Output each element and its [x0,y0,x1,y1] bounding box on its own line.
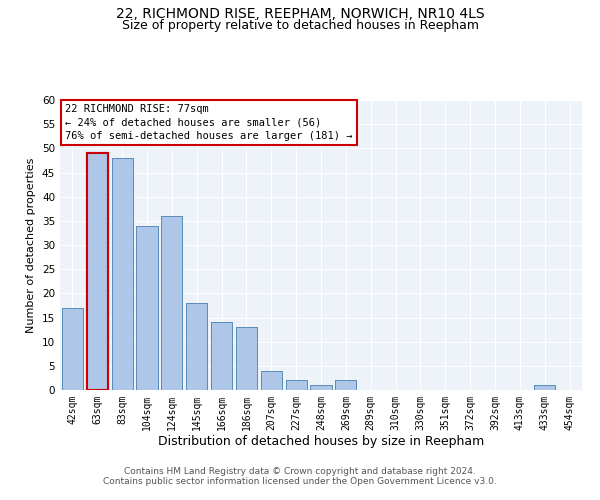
Bar [261,370,282,390]
Bar [161,216,182,390]
Bar [62,308,83,390]
Bar [286,380,307,390]
Bar [534,385,555,390]
Bar [112,158,133,390]
Bar [186,303,207,390]
Text: Contains HM Land Registry data © Crown copyright and database right 2024.: Contains HM Land Registry data © Crown c… [124,468,476,476]
Bar [186,303,207,390]
Bar [62,308,83,390]
Bar [286,380,307,390]
Bar [112,158,133,390]
Text: Distribution of detached houses by size in Reepham: Distribution of detached houses by size … [158,435,484,448]
Bar [310,385,332,390]
Bar [335,380,356,390]
Bar [335,380,356,390]
Bar [87,153,108,390]
Text: Size of property relative to detached houses in Reepham: Size of property relative to detached ho… [121,19,479,32]
Bar [236,327,257,390]
Text: 22 RICHMOND RISE: 77sqm
← 24% of detached houses are smaller (56)
76% of semi-de: 22 RICHMOND RISE: 77sqm ← 24% of detache… [65,104,353,141]
Text: 22, RICHMOND RISE, REEPHAM, NORWICH, NR10 4LS: 22, RICHMOND RISE, REEPHAM, NORWICH, NR1… [116,8,484,22]
Bar [236,327,257,390]
Bar [261,370,282,390]
Text: Contains public sector information licensed under the Open Government Licence v3: Contains public sector information licen… [103,478,497,486]
Bar [87,153,108,390]
Bar [534,385,555,390]
Bar [136,226,158,390]
Y-axis label: Number of detached properties: Number of detached properties [26,158,37,332]
Bar [161,216,182,390]
Bar [136,226,158,390]
Bar [211,322,232,390]
Bar [211,322,232,390]
Bar [310,385,332,390]
